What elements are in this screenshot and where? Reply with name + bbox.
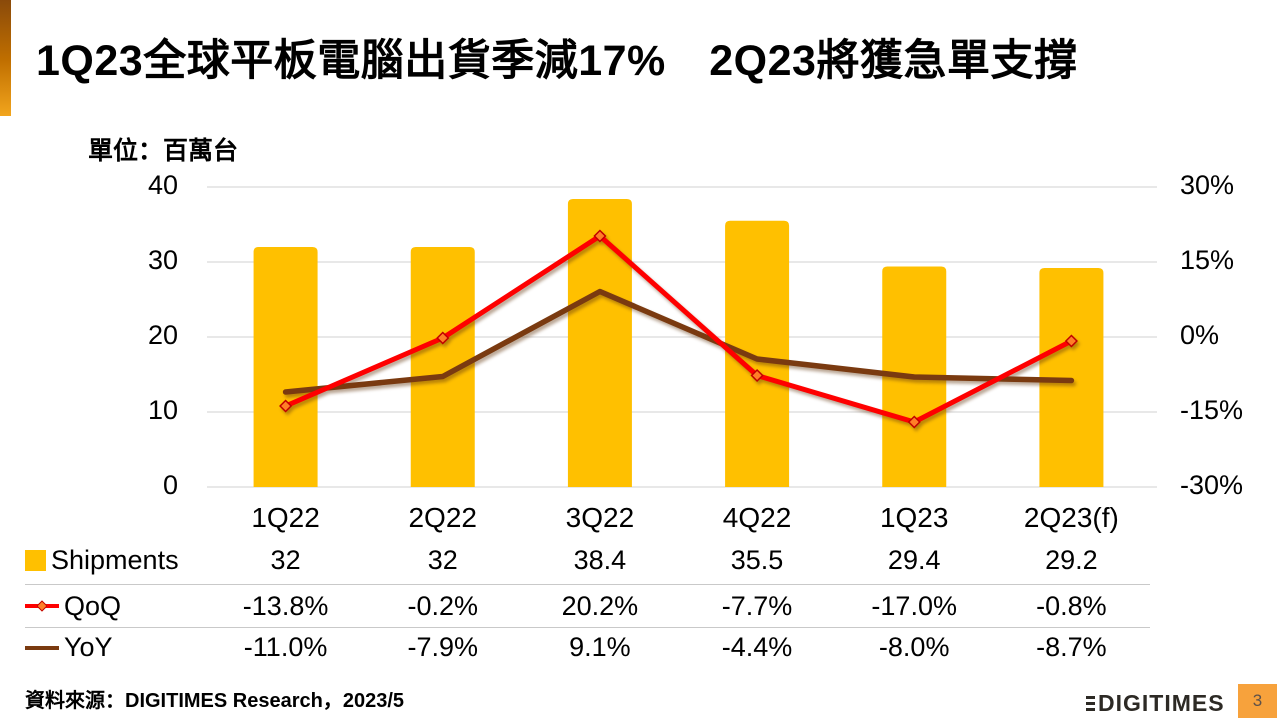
table-value-cell: -13.8% bbox=[242, 590, 329, 621]
table-value-cell: 29.2 bbox=[1045, 545, 1098, 575]
digitimes-logo: DIGITIMES bbox=[1086, 690, 1225, 717]
chart-table: 1Q22 2Q22 3Q22 4Q22 1Q23 2Q23(f) Shipments 32 32… bbox=[25, 499, 1150, 667]
category-label: 4Q22 bbox=[722, 502, 792, 533]
line-diamond-swatch-icon bbox=[25, 600, 59, 612]
right-axis-tick: 30% bbox=[1180, 170, 1235, 200]
table-value-cell: -7.9% bbox=[407, 632, 478, 662]
bar-swatch-icon bbox=[25, 550, 46, 571]
table-value-cell: -8.0% bbox=[878, 632, 950, 662]
category-label: 2Q23(f) bbox=[1023, 502, 1119, 533]
legend-label: Shipments bbox=[51, 545, 179, 575]
left-axis-tick: 20 bbox=[147, 320, 178, 350]
table-value-cell: 32 bbox=[270, 545, 301, 575]
left-axis-tick: 0 bbox=[162, 470, 178, 500]
left-axis-tick: 30 bbox=[147, 245, 178, 275]
line-swatch-icon bbox=[25, 645, 59, 650]
table-value-cell: -4.4% bbox=[721, 632, 793, 662]
bar-3Q22 bbox=[567, 199, 632, 487]
table-value-cell: 38.4 bbox=[573, 545, 627, 575]
table-value-cell: -17.0% bbox=[871, 590, 957, 621]
left-axis-tick: 40 bbox=[147, 170, 178, 200]
accent-bar bbox=[0, 0, 11, 116]
table-value-cell: 9.1% bbox=[569, 632, 631, 662]
legend-label: QoQ bbox=[64, 590, 122, 621]
right-axis-tick: 15% bbox=[1180, 245, 1235, 275]
table-value-cell: -0.2% bbox=[407, 590, 478, 621]
table-value-cell: -11.0% bbox=[243, 632, 328, 662]
logo-text: DIGITIMES bbox=[1098, 690, 1225, 716]
table-value-cell: -0.8% bbox=[1036, 590, 1107, 621]
qoq-marker bbox=[593, 229, 607, 243]
page-number-badge: 3 bbox=[1238, 684, 1277, 718]
qoq-line bbox=[283, 233, 1074, 425]
page-number: 3 bbox=[1252, 691, 1263, 710]
source-note: 資料來源：DIGITIMES Research，2023/5 bbox=[25, 690, 405, 712]
table-row-qoq: QoQ -13.8% -0.2% 20.2% -7.7% -17.0% -0.8% bbox=[25, 584, 1150, 627]
qoq-marker bbox=[436, 331, 450, 345]
qoq-marker bbox=[279, 399, 293, 413]
unit-label: 單位：百萬台 bbox=[88, 137, 239, 165]
qoq-marker bbox=[1064, 334, 1078, 348]
table-corner-cell bbox=[25, 499, 207, 537]
left-axis-tick: 10 bbox=[147, 395, 178, 425]
logo-speed-lines-icon bbox=[1086, 695, 1095, 712]
legend-cell: Shipments bbox=[25, 537, 207, 584]
table-value-cell: -8.7% bbox=[1036, 632, 1107, 662]
legend-cell: YoY bbox=[25, 628, 207, 667]
right-axis-tick: -15% bbox=[1180, 395, 1244, 425]
category-label: 3Q22 bbox=[565, 502, 635, 533]
right-axis-tick: -30% bbox=[1180, 470, 1244, 500]
bar-4Q22 bbox=[725, 220, 790, 487]
page-title: 1Q23全球平板電腦出貨季減17% 2Q23將獲急單支撐 bbox=[36, 37, 1078, 85]
table-value-cell: 20.2% bbox=[561, 590, 639, 621]
diamond-marker-icon bbox=[36, 600, 48, 612]
table-row-shipments: Shipments 32 32 38.4 35.5 29.4 29.2 bbox=[25, 537, 1150, 584]
table-header-row: 1Q22 2Q22 3Q22 4Q22 1Q23 2Q23(f) bbox=[25, 499, 1150, 537]
table-value-cell: 35.5 bbox=[730, 545, 784, 575]
legend-cell: QoQ bbox=[25, 585, 207, 627]
bar-1Q22 bbox=[253, 247, 318, 487]
qoq-marker bbox=[907, 415, 921, 429]
table-row-yoy: YoY -11.0% -7.9% 9.1% -4.4% -8.0% -8.7% bbox=[25, 627, 1150, 667]
yoy-line bbox=[282, 288, 1075, 395]
bar-2Q23(f) bbox=[1039, 268, 1104, 487]
right-axis-tick: 0% bbox=[1180, 320, 1220, 350]
bar-2Q22 bbox=[410, 247, 475, 487]
category-label: 1Q22 bbox=[251, 502, 320, 533]
qoq-marker bbox=[750, 368, 764, 383]
table-value-cell: 29.4 bbox=[887, 545, 941, 575]
category-label: 2Q22 bbox=[408, 502, 477, 533]
table-value-cell: -7.7% bbox=[721, 590, 793, 621]
legend-label: YoY bbox=[64, 632, 113, 662]
table-value-cell: 32 bbox=[427, 545, 458, 575]
category-label: 1Q23 bbox=[879, 502, 949, 533]
